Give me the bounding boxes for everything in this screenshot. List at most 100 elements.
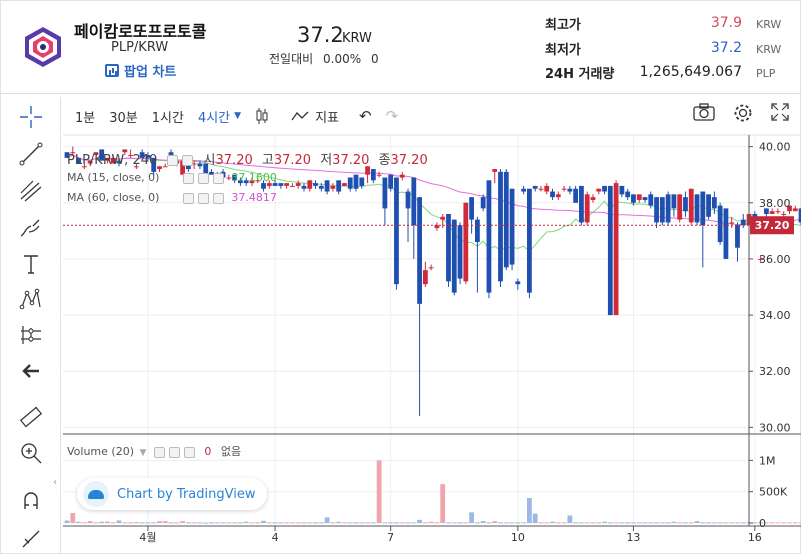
candle-body	[498, 171, 503, 282]
candle-body	[521, 188, 527, 192]
lock-drawing-icon[interactable]	[19, 525, 43, 549]
pattern-icon[interactable]	[19, 287, 43, 311]
volume-bar	[290, 522, 295, 524]
camera-icon[interactable]	[693, 103, 715, 121]
volume-close-icon[interactable]	[183, 446, 195, 458]
tradingview-badge[interactable]: Chart by TradingView	[77, 478, 267, 510]
legend-eye-icon[interactable]	[167, 155, 179, 166]
volume-bar	[122, 522, 128, 524]
volume-24h-label: 24H 거래량	[545, 67, 615, 82]
indicators-icon[interactable]	[291, 110, 309, 122]
volume-bar	[214, 522, 220, 524]
volume-bar	[544, 522, 550, 524]
volume-bar	[266, 522, 272, 524]
candle-body	[486, 180, 492, 293]
redo-icon[interactable]: ↷	[385, 107, 399, 125]
volume-bar	[723, 522, 729, 524]
undo-icon[interactable]: ↶	[359, 107, 372, 125]
volume-bar	[474, 522, 480, 524]
zoom-in-icon[interactable]	[19, 441, 43, 465]
volume-bar	[521, 522, 527, 524]
legend-high-value: 37.20	[273, 153, 312, 168]
arrow-left-icon[interactable]	[19, 359, 43, 383]
x-tick-label: 4	[272, 531, 279, 544]
collapse-arrow-icon[interactable]: ‹	[53, 477, 57, 488]
indicators-button[interactable]: 지표	[315, 110, 339, 126]
fullscreen-icon[interactable]	[771, 103, 789, 121]
y-tick-label: 30.00	[759, 421, 791, 434]
candle-type-icon[interactable]	[255, 107, 269, 125]
volume-24h-value: 1,265,649.067	[639, 64, 742, 80]
volume-bar	[740, 522, 746, 524]
candlesticks	[64, 146, 801, 417]
volume-bar	[792, 522, 798, 524]
volume-eye-icon[interactable]	[153, 446, 165, 458]
prediction-icon[interactable]	[19, 323, 43, 347]
candle-body	[290, 185, 295, 187]
legend-settings-icon[interactable]	[182, 155, 194, 166]
legend-open-value: 37.20	[215, 153, 253, 168]
volume-bar	[758, 522, 763, 524]
volume-label: Volume (20)	[67, 445, 134, 458]
high-value: 37.9	[710, 15, 742, 31]
volume-bar	[480, 521, 486, 523]
volume-bar	[729, 522, 735, 524]
ma15-settings-icon[interactable]	[197, 172, 209, 184]
candle-body	[394, 177, 399, 285]
candle-body	[330, 185, 336, 189]
volume-dropdown-icon[interactable]: ▼	[139, 448, 147, 458]
volume-bar	[683, 522, 688, 524]
volume-bar	[87, 521, 93, 523]
ma60-close-icon[interactable]	[212, 192, 224, 204]
candle-body	[359, 177, 365, 186]
settings-gear-icon[interactable]	[733, 103, 753, 123]
candle-body	[665, 194, 671, 223]
volume-bar	[763, 522, 769, 524]
interval-1h[interactable]: 1시간	[151, 110, 184, 126]
interval-dropdown-icon[interactable]: ▼	[234, 111, 242, 121]
crosshair-icon[interactable]	[19, 105, 43, 129]
volume-bar	[405, 522, 411, 524]
ma15-close-icon[interactable]	[212, 172, 224, 184]
legend-low-label: 저	[320, 153, 333, 168]
interval-4h[interactable]: 4시간	[197, 110, 231, 126]
interval-30m[interactable]: 30분	[109, 110, 138, 126]
volume-settings-icon[interactable]	[168, 446, 180, 458]
low-label: 최저가	[545, 43, 581, 58]
volume-bar	[313, 522, 318, 524]
candle-body	[457, 225, 463, 279]
volume-bar	[527, 497, 532, 523]
volume-bar	[717, 522, 723, 524]
volume-bar	[370, 522, 376, 524]
candle-body	[781, 214, 787, 215]
candle-body	[469, 197, 474, 220]
brush-icon[interactable]	[19, 216, 43, 240]
ruler-icon[interactable]	[19, 405, 43, 429]
volume-bar	[353, 522, 359, 524]
coin-name: 페이캄로또프로토콜	[74, 22, 207, 41]
candle-body	[417, 197, 422, 304]
volume-bar	[145, 522, 151, 524]
candle-body	[688, 188, 694, 223]
low-value: 37.2	[710, 40, 742, 56]
trend-line-icon[interactable]	[19, 142, 43, 166]
interval-1m[interactable]: 1분	[75, 110, 96, 126]
candle-body	[503, 171, 509, 268]
volume-bar	[746, 522, 752, 524]
candle-body	[671, 194, 677, 209]
volume-bar	[532, 513, 538, 523]
volume-bar	[584, 522, 590, 524]
volume-bar	[64, 520, 70, 523]
text-icon[interactable]	[19, 252, 43, 276]
ma60-settings-icon[interactable]	[197, 192, 209, 204]
candle-body	[631, 194, 636, 203]
popup-chart-button[interactable]: 팝업 차트	[105, 61, 176, 80]
ma15-eye-icon[interactable]	[182, 172, 194, 184]
volume-bar	[255, 522, 261, 524]
volume-bar	[665, 522, 671, 524]
pitchfork-icon[interactable]	[19, 179, 43, 203]
magnet-icon[interactable]	[19, 489, 43, 513]
volume-bar	[157, 521, 162, 523]
ma60-eye-icon[interactable]	[182, 192, 194, 204]
ma15-value: 37.1600	[231, 171, 277, 184]
